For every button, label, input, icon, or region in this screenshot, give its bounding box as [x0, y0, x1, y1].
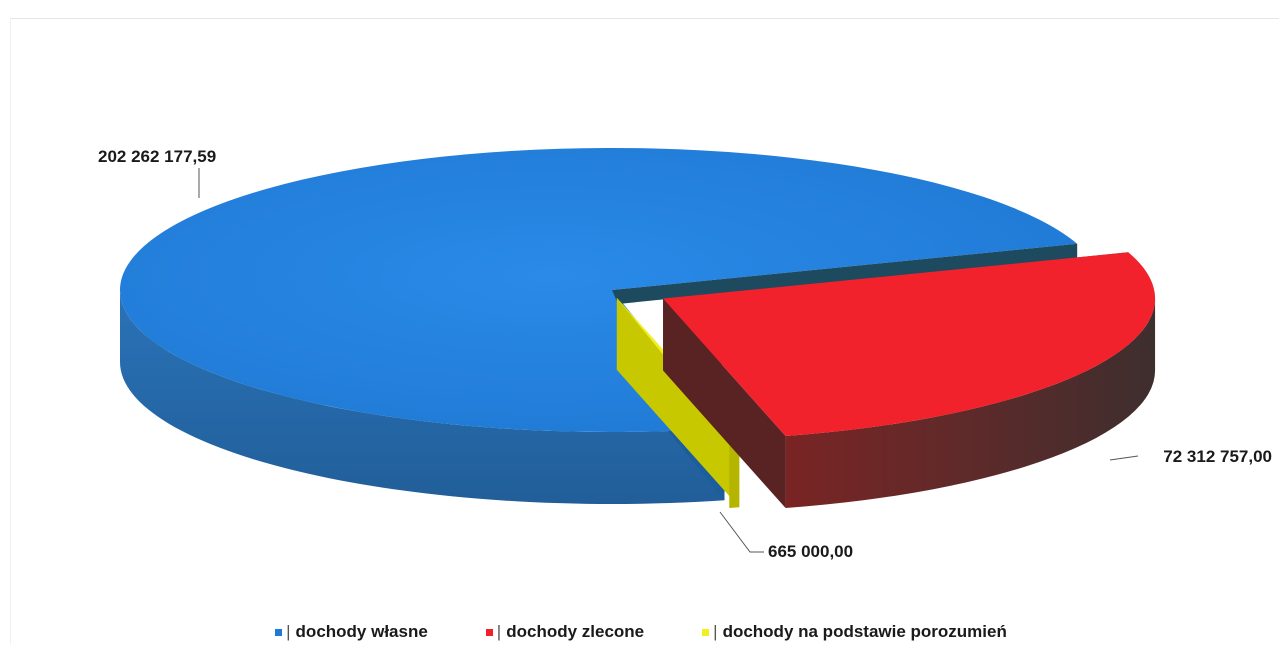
pie-chart: 202 262 177,59 72 312 757,00 665 000,00 — [98, 147, 1272, 561]
slice-red — [663, 252, 1156, 437]
data-label-leader — [719, 511, 764, 553]
slice-wall-yellow — [729, 435, 740, 509]
legend-swatch — [485, 628, 493, 636]
legend-marker: | — [286, 622, 291, 641]
chart-frame — [10, 18, 1279, 644]
slice-wall-red — [785, 298, 1156, 509]
slice-cut-red — [663, 298, 786, 509]
legend-marker: | — [713, 622, 718, 641]
legend-item: | dochody na podstawie porozumień — [702, 622, 1007, 642]
labels-layer: 202 262 177,59 72 312 757,00 665 000,00 — [98, 147, 1272, 561]
legend-marker: | — [496, 622, 502, 641]
slices-layer — [119, 148, 1156, 509]
legend-item: | dochody własne — [275, 622, 428, 642]
slice-wall-blue — [120, 290, 725, 504]
legend: | dochody własne | dochody zlecone | doc… — [0, 622, 1282, 642]
legend-swatch — [702, 628, 710, 636]
legend-swatch — [275, 628, 283, 636]
legend-label: dochody na podstawie porozumień — [722, 622, 1007, 641]
slice-cut-yellow — [616, 297, 740, 508]
data-label: 72 312 757,00 — [1163, 447, 1272, 466]
data-label: 202 262 177,59 — [98, 147, 216, 166]
slice-cut-blue-back — [612, 243, 1078, 304]
legend-label: dochody własne — [295, 622, 428, 641]
data-label: 665 000,00 — [768, 542, 853, 561]
data-label-leader — [1109, 455, 1139, 461]
slice-blue — [119, 148, 1078, 432]
legend-label: dochody zlecone — [506, 622, 645, 641]
legend-item: | dochody zlecone — [485, 622, 645, 642]
